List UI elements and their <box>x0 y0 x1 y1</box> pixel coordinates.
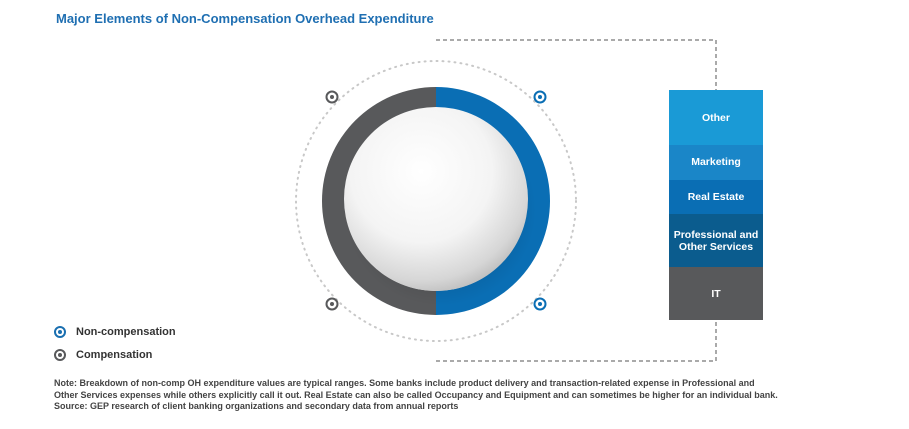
connector-top <box>436 39 717 90</box>
legend-item-compensation: Compensation <box>54 349 152 361</box>
compensation-ring-marker-icon <box>325 90 339 104</box>
bar-segment-real-estate: Real Estate <box>669 179 763 215</box>
compensation-marker-icon <box>54 349 66 361</box>
bar-segment-label: IT <box>711 287 721 300</box>
bar-segment-professional-and-other-services: Professional and Other Services <box>669 214 763 268</box>
bar-segment-other: Other <box>669 90 763 146</box>
bar-segment-marketing: Marketing <box>669 145 763 180</box>
footnote-line: Note: Breakdown of non-comp OH expenditu… <box>54 378 755 388</box>
bar-segment-label: Real Estate <box>687 190 745 203</box>
bar-segment-label: Marketing <box>691 156 741 169</box>
non-compensation-marker-icon <box>54 326 66 338</box>
legend-label: Compensation <box>76 349 153 361</box>
compensation-ring-marker-icon <box>325 297 339 311</box>
center-sphere <box>344 107 528 291</box>
footnote-line: Source: GEP research of client banking o… <box>54 401 459 411</box>
legend-item-non-compensation: Non-compensation <box>54 326 176 338</box>
outer-dotted-ring <box>295 60 577 342</box>
non-compensation-breakdown-bar: Other Marketing Real Estate Professional an… <box>669 90 763 320</box>
footnote: Note: Breakdown of non-comp OH expenditu… <box>54 378 874 413</box>
donut-segment-compensation <box>322 87 436 315</box>
footnote-line: Other Services expenses while others exp… <box>54 389 778 400</box>
bar-segment-it: IT <box>669 267 763 320</box>
bar-segment-label: Professional and Other Services <box>673 228 759 253</box>
bar-segment-label: Other <box>701 111 730 124</box>
chart-title: Major Elements of Non-Compensation Overh… <box>56 11 434 26</box>
legend-label: Non-compensation <box>76 326 176 338</box>
non-compensation-ring-marker-icon <box>533 297 547 311</box>
non-compensation-ring-marker-icon <box>533 90 547 104</box>
connector-bottom <box>436 320 717 362</box>
